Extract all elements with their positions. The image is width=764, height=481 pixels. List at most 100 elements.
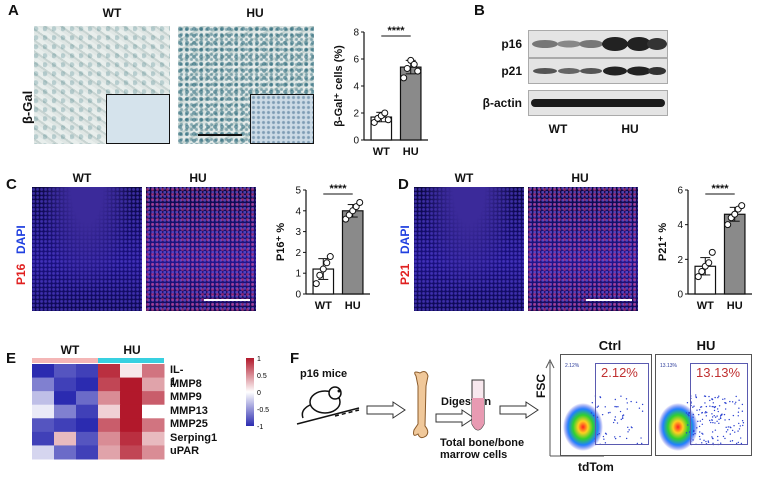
panel-c-channel-p16: P16 <box>14 263 28 285</box>
flow-hu-dot-31 <box>711 419 713 421</box>
blot-label-p21: p21 <box>501 64 522 78</box>
panel-b-group-wt: WT <box>548 122 568 136</box>
flow-hu-dot-32 <box>711 436 713 438</box>
flow-hu-dot-110 <box>738 422 740 425</box>
chart-c-ytick-label-2: 2 <box>295 248 301 259</box>
flow-hu-dot-143 <box>716 420 718 423</box>
flow-ctrl-dot-52 <box>591 402 594 404</box>
flow-hu-dot-135 <box>731 429 734 432</box>
flow-hu-dot-20 <box>706 411 708 414</box>
flow-hu-dot-59 <box>735 401 737 403</box>
flow-ctrl-dot-15 <box>626 408 628 410</box>
flow-ctrl-dot-35 <box>630 400 632 403</box>
chart-a-xtick-label-0: WT <box>373 146 390 158</box>
flow-ctrl-dot-31 <box>613 419 616 421</box>
chart-a-point-1-0 <box>400 74 408 82</box>
flow-hu-dot-35 <box>729 400 731 403</box>
chart-c-ytick-label-3: 3 <box>295 227 301 238</box>
flow-hu-dot-78 <box>711 413 713 415</box>
chart-a-point-0-4 <box>384 116 392 124</box>
beta-gal-hu-image <box>178 26 314 144</box>
flow-hu-dot-79 <box>717 439 719 442</box>
flow-hu-percent-small: 13.13% <box>660 363 677 369</box>
heatmap-gene-mmp8: MMP8 <box>170 377 202 390</box>
flow-ctrl-dot-48 <box>614 437 617 440</box>
flow-ctrl-density-main <box>563 403 603 451</box>
heat-cell-2-3 <box>98 391 121 406</box>
chart-d-point-0-3 <box>705 259 713 267</box>
hu-group-strip <box>98 358 164 363</box>
flow-hu-dot-83 <box>738 428 741 430</box>
flow-hu-dot-65 <box>695 394 697 396</box>
chart-a-point-1-3 <box>410 60 418 68</box>
chart-c-xtick-label-0: WT <box>315 300 332 312</box>
heat-cell-1-2 <box>76 377 99 392</box>
panel-label-f: F <box>290 350 300 367</box>
chart-c-xtick-label-1: HU <box>345 300 361 312</box>
flow-hu-dot-6 <box>724 398 726 400</box>
chart-a-sig-label: **** <box>387 25 405 37</box>
flow-hu-dot-81 <box>692 439 694 441</box>
flow-ctrl-dot-24 <box>622 414 625 416</box>
blot-label-p16: p16 <box>501 37 522 51</box>
flow-ctrl-dot-14 <box>612 421 615 424</box>
heat-cell-3-1 <box>54 404 77 419</box>
flow-ctrl-dot-58 <box>619 435 621 438</box>
flow-plot-hu: 13.13% 13.13% <box>655 354 752 456</box>
chart-c-point-0-2 <box>319 265 327 273</box>
heat-cell-4-5 <box>142 418 165 433</box>
chart-c-point-0-1 <box>316 271 324 279</box>
flow-hu-dot-123 <box>705 405 708 408</box>
flow-hu-dot-108 <box>734 403 736 405</box>
heat-cell-1-5 <box>142 377 165 392</box>
flow-ctrl-percent-small: 2.12% <box>565 363 580 369</box>
colorbar-tick-0: 1 <box>257 356 261 363</box>
flow-ctrl-dot-12 <box>596 416 599 418</box>
chart-d-point-1-0 <box>724 221 732 229</box>
chart-d-point-0-0 <box>694 273 702 281</box>
panel-label-a: A <box>8 2 19 19</box>
heat-cell-5-0 <box>32 431 55 446</box>
beta-gal-wt-inset <box>106 94 170 144</box>
flow-axis-arrows <box>545 358 604 457</box>
heat-cell-6-4 <box>120 445 143 460</box>
chart-d: 0 2 4 6 P21⁺ % WT HU **** <box>657 183 752 312</box>
flow-hu-dot-112 <box>713 406 716 409</box>
blot-beta-actin <box>528 90 668 116</box>
chart-c-point-1-4 <box>356 198 364 206</box>
flow-ctrl-dot-23 <box>615 406 618 408</box>
heat-cell-4-1 <box>54 418 77 433</box>
chart-c-bar-hu <box>341 210 364 295</box>
flow-ctrl-dot-0 <box>616 422 619 424</box>
flow-hu-dot-127 <box>707 441 710 443</box>
flow-hu-dot-109 <box>705 415 708 417</box>
flow-hu-dot-14 <box>710 421 712 424</box>
flow-ctrl-dot-28 <box>592 414 595 417</box>
flow-hu-dot-105 <box>699 431 701 433</box>
flow-ctrl-dot-41 <box>607 412 610 414</box>
heat-cell-3-2 <box>76 404 99 419</box>
flow-ctrl-dot-27 <box>614 398 617 401</box>
flow-gate-ctrl <box>595 363 649 445</box>
flow-hu-dot-98 <box>724 402 726 404</box>
flow-hu-dot-11 <box>740 442 743 445</box>
cells-label-line-2: marrow cells <box>440 449 508 461</box>
flow-hu-dot-17 <box>711 405 713 408</box>
flow-ctrl-dot-17 <box>614 405 616 408</box>
flow-hu-dot-36 <box>701 432 703 435</box>
heat-cell-0-3 <box>98 364 121 379</box>
chart-d-ytick-label-3: 6 <box>677 186 683 197</box>
blot-label-beta-actin: β-actin <box>482 96 522 110</box>
chart-d-ytick-label-2: 4 <box>677 220 683 231</box>
flow-hu-dot-158 <box>699 420 702 422</box>
panel-e-group-wt: WT <box>60 343 80 357</box>
flow-hu-dot-159 <box>718 405 721 407</box>
flow-ctrl-dot-13 <box>641 403 644 406</box>
flow-ctrl-dot-45 <box>590 412 593 414</box>
colorbar-tick-3: -0.5 <box>257 407 269 414</box>
chart-c-point-0-3 <box>323 259 331 267</box>
flow-hu-dot-53 <box>727 429 729 431</box>
flow-hu-dot-13 <box>741 403 744 406</box>
flow-ctrl-dot-11 <box>641 442 643 445</box>
flow-hu-dot-67 <box>709 399 711 402</box>
